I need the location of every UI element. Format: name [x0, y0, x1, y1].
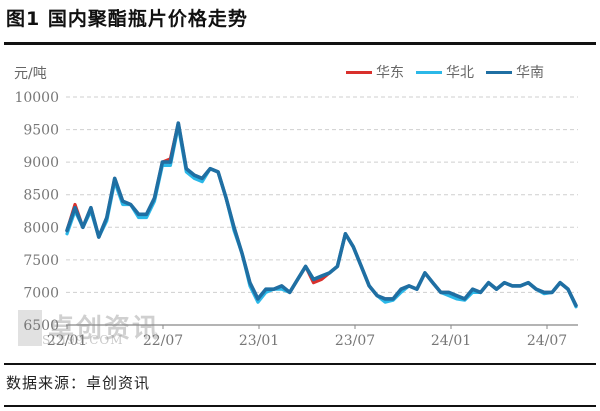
y-tick-label: 6500: [23, 318, 59, 334]
y-tick-label: 7000: [23, 285, 59, 301]
y-tick-label: 8000: [23, 220, 59, 236]
middle-rule: [4, 363, 596, 365]
x-tick-label: 23/07: [335, 333, 375, 349]
bottom-rule: [4, 405, 596, 407]
y-tick-label: 9000: [23, 155, 59, 171]
x-tick-label: 24/01: [431, 333, 471, 349]
legend-swatch-icon: [346, 70, 372, 74]
x-tick-label: 22/07: [143, 333, 183, 349]
legend-item: 华南: [486, 62, 544, 82]
watermark-text: 卓创资讯: [48, 314, 161, 344]
chart-legend: 华东 华北 华南: [346, 62, 544, 82]
watermark-logo-icon: [18, 310, 42, 346]
legend-swatch-icon: [486, 70, 512, 74]
legend-item: 华北: [416, 62, 474, 82]
watermark-url: SCI99.COM: [42, 333, 124, 347]
x-tick-label: 24/07: [527, 333, 567, 349]
y-tick-label: 7500: [23, 253, 59, 269]
figure-title: 图1 国内聚酯瓶片价格走势: [6, 8, 248, 30]
y-tick-label: 10000: [14, 90, 59, 106]
x-tick-label: 22/01: [47, 333, 87, 349]
y-tick-label: 8500: [23, 188, 59, 204]
top-rule: [4, 42, 596, 45]
legend-swatch-icon: [416, 70, 442, 74]
legend-item: 华东: [346, 62, 404, 82]
legend-label: 华南: [516, 65, 544, 81]
x-tick-label: 23/01: [239, 333, 279, 349]
series-line-2: [65, 121, 578, 308]
data-source: 数据来源：卓创资讯: [6, 374, 151, 392]
legend-label: 华东: [376, 65, 404, 81]
legend-label: 华北: [446, 65, 474, 81]
y-axis-unit-label: 元/吨: [14, 66, 47, 82]
y-tick-label: 9500: [23, 123, 59, 139]
